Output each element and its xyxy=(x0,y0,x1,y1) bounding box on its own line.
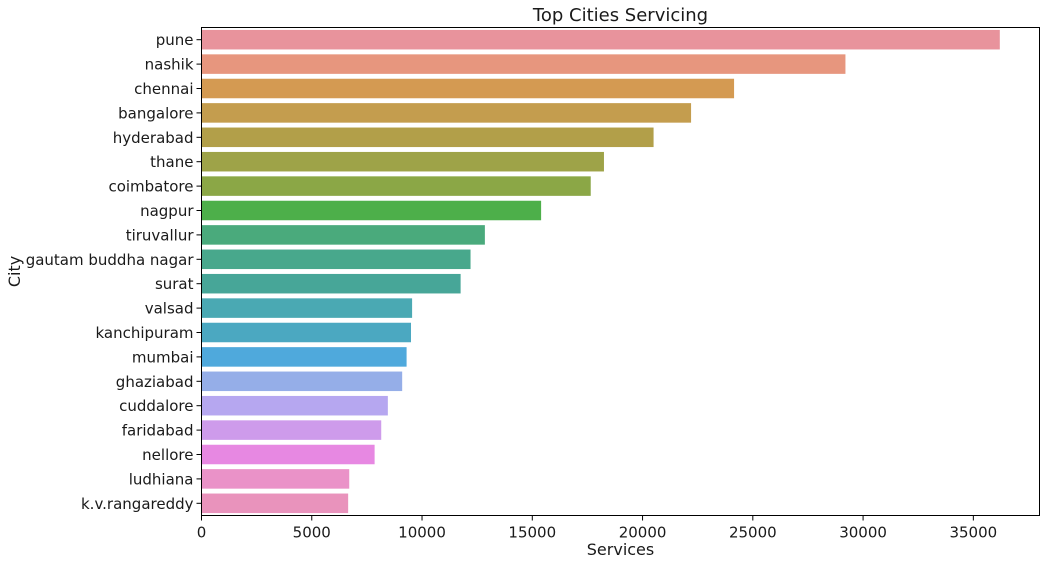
plot-frame xyxy=(201,27,1040,516)
x-tick-label: 5000 xyxy=(293,524,331,542)
y-tick-label: mumbai xyxy=(132,348,194,366)
y-tick-label: ghaziabad xyxy=(116,373,194,391)
chart-title: Top Cities Servicing xyxy=(532,5,708,26)
bar-ludhiana xyxy=(201,469,350,489)
y-tick-label: ludhiana xyxy=(129,470,194,488)
y-tick-label: nashik xyxy=(145,56,194,74)
x-tick-label: 25000 xyxy=(729,524,777,542)
y-tick-label: nagpur xyxy=(140,202,194,220)
bar-gautam-buddha-nagar xyxy=(201,249,471,270)
bar-hyderabad xyxy=(201,127,654,148)
bar-mumbai xyxy=(201,347,407,367)
y-axis: pune nashik chennai bangalore hyderabad thane… xyxy=(26,31,202,513)
bar-k-v-rangareddy xyxy=(201,493,349,514)
bar-surat xyxy=(201,273,461,294)
x-tick-label: 10000 xyxy=(398,524,446,542)
bar-bangalore xyxy=(201,103,692,123)
bar-cuddalore xyxy=(201,395,388,416)
bar-nashik xyxy=(201,54,846,74)
y-tick-label: thane xyxy=(150,153,193,171)
bar-nagpur xyxy=(201,200,542,221)
x-tick-label: 15000 xyxy=(508,524,556,542)
x-tick-label: 35000 xyxy=(949,524,997,542)
bar-pune xyxy=(201,29,1000,50)
y-tick-label: nellore xyxy=(142,446,193,464)
bars-layer xyxy=(201,29,1000,514)
bar-thane xyxy=(201,151,604,172)
y-tick-label: coimbatore xyxy=(108,178,193,196)
x-tick-label: 0 xyxy=(197,524,207,542)
y-tick-label: cuddalore xyxy=(119,397,193,415)
bar-tiruvallur xyxy=(201,225,485,245)
y-tick-label: surat xyxy=(155,275,194,293)
x-axis: 0 5000 10000 15000 20000 25000 30000 35000 xyxy=(197,515,997,542)
y-tick-label: bangalore xyxy=(118,104,193,122)
bar-chennai xyxy=(201,78,735,99)
bar-valsad xyxy=(201,298,413,318)
bar-nellore xyxy=(201,444,375,465)
bar-kanchipuram xyxy=(201,322,411,343)
x-tick-label: 20000 xyxy=(619,524,667,542)
x-axis-title: Services xyxy=(587,540,654,559)
y-tick-label: kanchipuram xyxy=(95,324,193,342)
bar-coimbatore xyxy=(201,176,591,196)
y-tick-label: hyderabad xyxy=(113,129,194,147)
y-tick-label: k.v.rangareddy xyxy=(81,495,194,513)
y-axis-title: City xyxy=(5,256,24,287)
y-tick-label: pune xyxy=(156,31,194,49)
y-tick-label: tiruvallur xyxy=(126,226,195,244)
y-tick-label: valsad xyxy=(145,300,194,318)
y-tick-label: faridabad xyxy=(122,422,194,440)
y-tick-label: gautam buddha nagar xyxy=(26,251,195,269)
x-tick-label: 30000 xyxy=(839,524,887,542)
bar-ghaziabad xyxy=(201,371,403,392)
y-tick-label: chennai xyxy=(134,80,193,98)
bar-faridabad xyxy=(201,420,382,440)
